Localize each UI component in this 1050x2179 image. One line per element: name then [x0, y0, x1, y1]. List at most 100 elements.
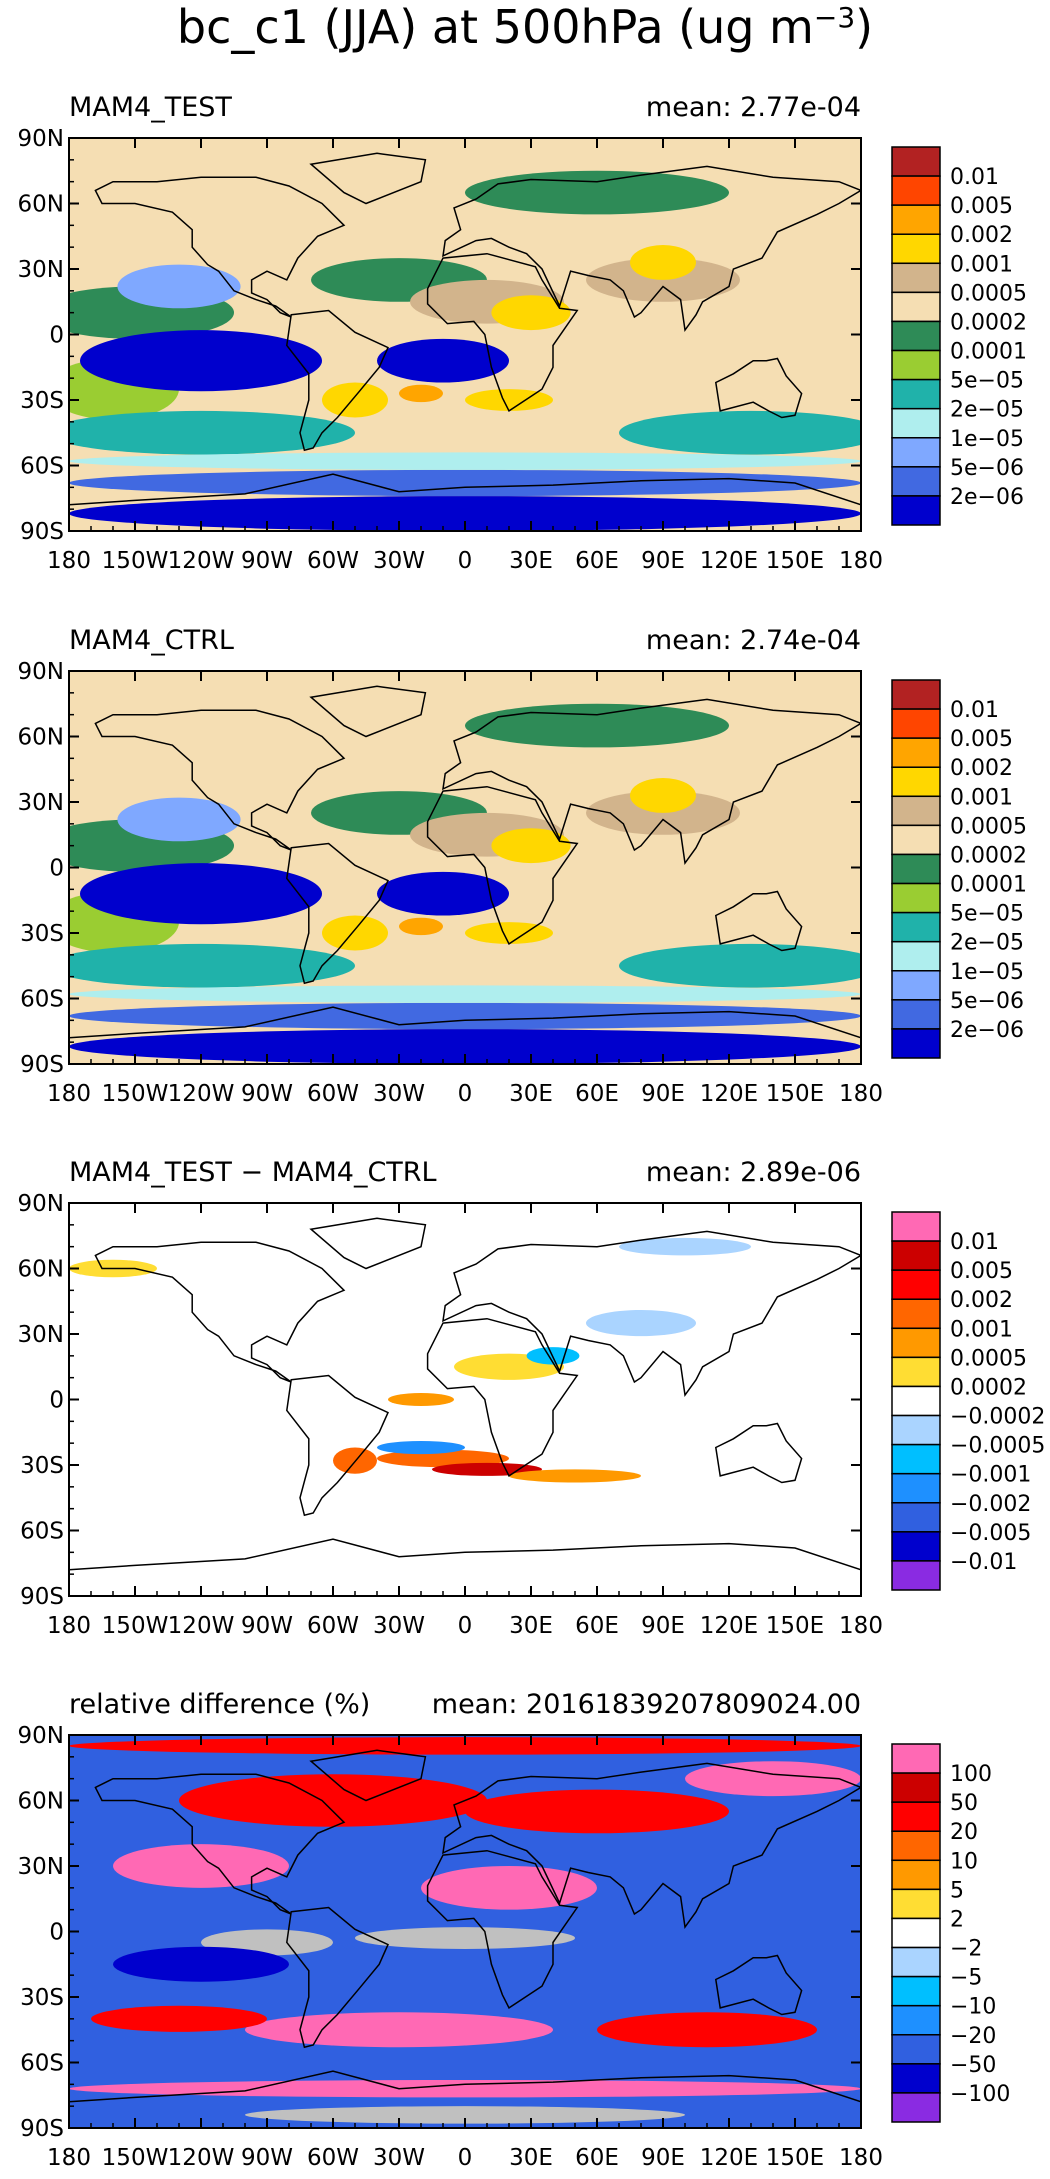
- colorbar-label: 2e−06: [950, 485, 1024, 510]
- field-patch-4: [69, 943, 355, 988]
- colorbar-swatch: [891, 824, 941, 856]
- panel-2: MAM4_CTRL mean: 2.74e-04 180 150W 120W 90W 6…: [18, 625, 1027, 1107]
- field-patch-16: [69, 469, 861, 497]
- panel-4: relative difference (%) mean: 2016183920…: [18, 1689, 1011, 2171]
- colorbar-label: 0.002: [950, 1288, 1013, 1313]
- lat-tick-label: 60S: [20, 987, 64, 1013]
- lat-tick-label: 90N: [18, 659, 64, 685]
- colorbar-swatch: [891, 737, 941, 768]
- lon-tick-label: 180: [839, 2145, 883, 2171]
- field-patch-9: [586, 258, 740, 302]
- colorbar-label: −0.0002: [950, 1405, 1045, 1430]
- panel-title: relative difference (%): [69, 1689, 370, 1720]
- lat-tick-label: 30N: [18, 790, 64, 816]
- colorbar-swatch: [891, 407, 941, 439]
- colorbar: 0.01 0.005 0.002 0.001 0.0005 0.0002 0.0001 5e−…: [891, 679, 1027, 1059]
- colorbar-label: 0.0002: [950, 843, 1027, 868]
- mean-label: mean: 2.89e-06: [646, 1157, 861, 1188]
- field-layer: [69, 1203, 861, 1596]
- colorbar-swatch: [891, 1859, 941, 1891]
- field-patch-9: [619, 1237, 751, 1256]
- colorbar-label: −50: [950, 2053, 996, 2078]
- map: [69, 1203, 861, 1596]
- coastline-australia: [714, 1422, 803, 1484]
- field-patch-7: [377, 338, 509, 383]
- axis-ticks: 180 150W 120W 90W 60W 30W 0 30E 60E 90E 120E 150E 18…: [18, 1723, 883, 2171]
- colorbar-label: 0.0001: [950, 340, 1027, 365]
- colorbar-label: 2: [950, 1907, 964, 1932]
- field-patch-17: [69, 452, 861, 470]
- colorbar-label: 0.001: [950, 1317, 1013, 1342]
- colorbar-label: 5: [950, 1878, 964, 1903]
- field-patch-2: [465, 703, 729, 748]
- colorbar-swatch: [891, 1240, 941, 1271]
- lon-tick-label: 90W: [241, 2145, 293, 2171]
- field-patch-4: [69, 410, 355, 455]
- lon-tick-label: 30E: [509, 1081, 553, 1107]
- coastlines: [69, 152, 861, 506]
- lon-tick-label: 150E: [766, 1081, 824, 1107]
- coastline-antarctica: [69, 2070, 861, 2103]
- field-patch-14: [465, 922, 553, 944]
- field-patch-10: [388, 1392, 454, 1407]
- lon-tick-label: 90E: [641, 548, 685, 574]
- coastlines: [69, 1749, 861, 2103]
- colorbar-swatch: [891, 679, 941, 710]
- colorbar-swatch: [891, 233, 941, 265]
- coastline-africa: [426, 785, 579, 945]
- colorbar-label: 0.002: [950, 223, 1013, 248]
- colorbar-swatch: [891, 1743, 941, 1774]
- colorbar-swatch: [891, 940, 941, 972]
- panel-1: MAM4_TEST mean: 2.77e-04 180 150W 120W 90W 6…: [18, 92, 1027, 574]
- lat-tick-label: 60N: [18, 1257, 64, 1283]
- axis-ticks: 180 150W 120W 90W 60W 30W 0 30E 60E 90E 120E 150E 18…: [18, 659, 883, 1107]
- colorbar-label: 100: [950, 1762, 992, 1787]
- lon-tick-label: 60W: [307, 2145, 359, 2171]
- lon-tick-label: 30W: [373, 1613, 425, 1639]
- field-patch-6: [80, 863, 322, 925]
- field-patch-13: [322, 915, 388, 951]
- lon-tick-label: 120W: [168, 548, 235, 574]
- panel-title: MAM4_TEST: [69, 92, 232, 123]
- lon-tick-label: 60W: [307, 1081, 359, 1107]
- colorbar-swatch: [891, 1269, 941, 1300]
- lat-tick-label: 30N: [18, 1322, 64, 1348]
- lon-tick-label: 0: [458, 1613, 473, 1639]
- lon-tick-label: 150E: [766, 2145, 824, 2171]
- lon-tick-label: 120E: [700, 548, 758, 574]
- field-patch-3: [113, 1844, 289, 1888]
- colorbar-swatch: [891, 2092, 941, 2123]
- colorbar-swatch: [891, 495, 941, 526]
- lat-tick-label: 90S: [20, 1052, 64, 1078]
- coastline-australia: [714, 1954, 803, 2016]
- colorbar-swatch: [891, 882, 941, 914]
- colorbar-label: 0.0002: [950, 1375, 1027, 1400]
- colorbar-label: 0.0002: [950, 310, 1027, 335]
- lat-tick-label: 60S: [20, 2051, 64, 2077]
- lon-tick-label: 30E: [509, 548, 553, 574]
- lat-tick-label: 60S: [20, 454, 64, 480]
- colorbar-label: −10: [950, 1995, 996, 2020]
- field-patch-2: [465, 170, 729, 215]
- field-patch-7: [586, 1309, 696, 1337]
- field-patch-12: [630, 777, 696, 813]
- colorbar-label: 50: [950, 1791, 978, 1816]
- colorbar-label: −0.0005: [950, 1434, 1045, 1459]
- coastlines: [69, 1217, 861, 1571]
- colorbar-swatch: [891, 320, 941, 352]
- field-patch-12: [69, 2079, 861, 2098]
- colorbar-swatch: [891, 766, 941, 798]
- colorbar-swatch: [891, 146, 941, 177]
- coastline-eurasia: [442, 1762, 861, 1930]
- lat-tick-label: 90S: [20, 519, 64, 545]
- colorbar-swatch: [891, 262, 941, 294]
- lon-tick-label: 180: [839, 1613, 883, 1639]
- map: [69, 138, 861, 531]
- field-patch-15: [399, 917, 443, 936]
- colorbar-label: 0.0001: [950, 873, 1027, 898]
- colorbar-label: 0.01: [950, 165, 999, 190]
- colorbar-label: 2e−06: [950, 1018, 1024, 1043]
- coastline-antarctica: [69, 473, 861, 506]
- field-patch-11: [491, 828, 571, 864]
- colorbar-label: 2e−05: [950, 398, 1024, 423]
